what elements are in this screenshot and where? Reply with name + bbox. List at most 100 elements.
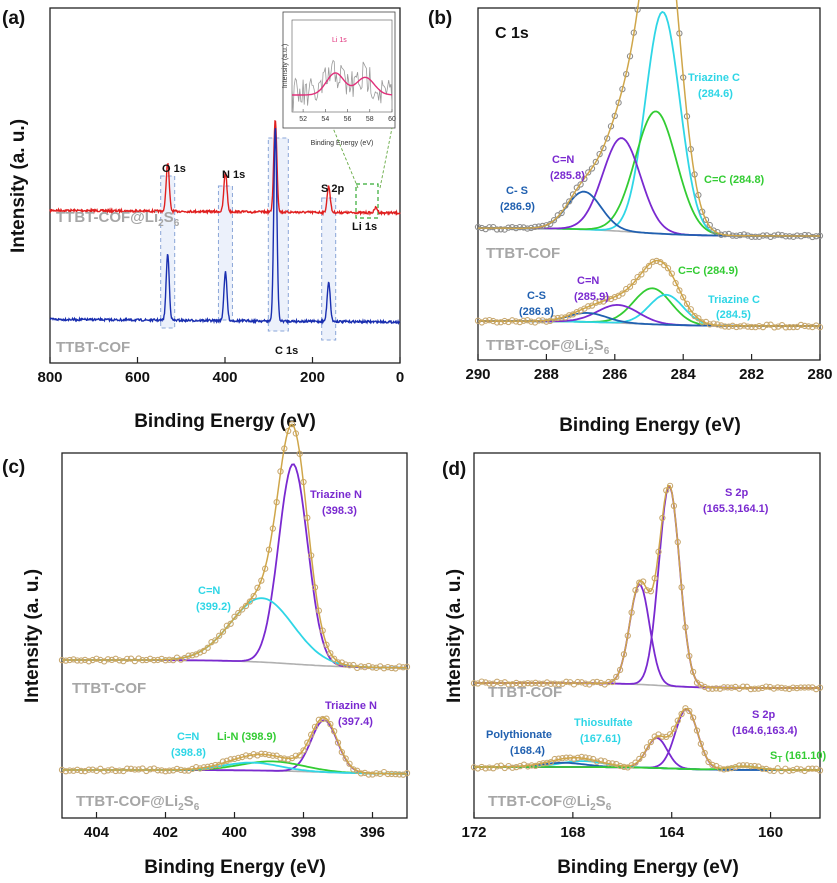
c-upper-data-point xyxy=(365,662,372,670)
b-lower-envelope-fit xyxy=(478,259,820,327)
c-upper-cn-value: (399.2) xyxy=(196,601,231,613)
c-upper-data-point xyxy=(250,592,257,600)
b-lower-data-point xyxy=(543,318,550,325)
panel-b-tag: (b) xyxy=(428,8,452,29)
c-lower-data-point xyxy=(101,768,108,775)
b-upper-cs-label: C- S xyxy=(506,185,528,197)
panel-c-spectra xyxy=(58,421,411,778)
b-upper-data-point xyxy=(752,233,759,240)
d-upper-data-point xyxy=(766,683,774,691)
inset-tick-label: 60 xyxy=(388,116,396,123)
b-lower-data-point xyxy=(664,265,672,272)
x-tick-label: 402 xyxy=(153,824,178,841)
b-lower-data-point xyxy=(649,258,656,265)
d-lower-s2p-label: S 2p xyxy=(752,709,776,721)
c-lower-data-point xyxy=(62,768,69,775)
d-upper-data-point xyxy=(747,685,754,693)
b-lower-data-point xyxy=(630,278,637,286)
spectrum-line-1 xyxy=(49,128,401,326)
c-upper-envelope-fit xyxy=(62,423,407,669)
c-upper-data-point xyxy=(396,663,403,670)
b-lower-data-point xyxy=(638,271,645,278)
b-lower-data-point xyxy=(790,323,797,331)
d-lower-envelope-fit xyxy=(474,707,820,771)
c-lower-data-point xyxy=(143,767,150,775)
c-upper-data-point xyxy=(403,663,411,670)
c-lower-lin-label: Li-N (398.9) xyxy=(217,731,277,743)
c-lower-cn-label: C=N xyxy=(177,731,199,743)
b-upper-data-point xyxy=(497,226,504,233)
b-upper-data-point xyxy=(778,231,786,239)
d-upper-data-point xyxy=(478,678,485,685)
x-tick-label: 288 xyxy=(534,366,559,383)
inset-fit-line xyxy=(292,72,393,96)
d-upper-data-point xyxy=(709,685,716,692)
c-upper-data-point xyxy=(231,613,238,620)
panel-d-tag: (d) xyxy=(442,459,466,480)
b-upper-data-point xyxy=(740,231,748,238)
b-upper-data-point xyxy=(790,233,797,240)
d-lower-data-point xyxy=(786,767,793,774)
sample-label-li2s6-c: TTBT-COF@Li2S6 xyxy=(76,793,200,813)
d-upper-data-point xyxy=(716,685,724,692)
d-lower-data-point xyxy=(743,762,751,769)
b-lower-data-point xyxy=(497,319,504,326)
d-upper-data-point xyxy=(763,683,770,690)
peak-label-s2p: S 2p xyxy=(321,183,345,195)
d-lower-data-point xyxy=(724,765,731,772)
d-lower-data-point xyxy=(570,755,578,762)
panel-a: (a) 800 600 400 200 0 Binding Energy (eV) In… xyxy=(2,7,404,432)
c-lower-data-point xyxy=(304,739,311,746)
b-lower-data-point xyxy=(478,319,485,326)
panel-d-x-label: Binding Energy (eV) xyxy=(557,857,739,878)
c-lower-data-point xyxy=(81,768,89,775)
x-tick-label: 172 xyxy=(461,824,486,841)
c-lower-data-point xyxy=(173,765,181,773)
d-lower-data-point xyxy=(632,759,639,766)
peak-label-n1s: N 1s xyxy=(222,169,245,181)
sample-label-cof-c: TTBT-COF xyxy=(72,680,146,697)
b-upper-data-point xyxy=(474,223,482,231)
panel-d-spectra xyxy=(470,482,824,775)
d-upper-s2p-label: S 2p xyxy=(725,487,749,499)
d-upper-data-point xyxy=(751,685,758,692)
b-upper-data-point xyxy=(775,231,782,238)
b-lower-data-point xyxy=(733,323,740,331)
d-upper-component-1 xyxy=(474,583,820,689)
d-lower-data-point xyxy=(693,727,701,734)
panel-c-x-label: Binding Energy (eV) xyxy=(144,857,326,878)
c-upper-data-point xyxy=(219,628,227,635)
b-upper-data-point xyxy=(566,198,573,205)
x-tick-label: 282 xyxy=(739,366,764,383)
panel-d: (d) 172 168 164 160 Binding Energy (eV) Int… xyxy=(442,452,827,878)
x-tick-label: 164 xyxy=(659,824,685,841)
d-lower-polythionate-value: (168.4) xyxy=(510,745,545,757)
inset-tick-label: 54 xyxy=(321,116,329,123)
b-lower-data-point xyxy=(642,266,649,273)
b-lower-data-point xyxy=(782,324,789,331)
b-upper-data-point xyxy=(581,175,588,183)
sample-label-cof-a: TTBT-COF xyxy=(56,339,130,356)
peak-label-c1s: C 1s xyxy=(275,345,298,357)
c-lower-data-point xyxy=(300,747,307,754)
c-upper-data-point xyxy=(216,632,223,639)
x-tick-label: 800 xyxy=(37,369,62,386)
c-upper-data-point xyxy=(212,637,219,644)
d-upper-data-point xyxy=(786,685,793,693)
b-lower-data-point xyxy=(493,319,501,326)
b-upper-data-point xyxy=(577,181,584,188)
b-lower-data-point xyxy=(695,315,702,322)
b-upper-data-point xyxy=(585,169,592,176)
c-lower-data-point xyxy=(78,767,85,775)
b-lower-data-point xyxy=(524,317,531,324)
d-lower-data-point xyxy=(686,707,693,715)
x-tick-label: 400 xyxy=(222,824,247,841)
d-lower-data-point xyxy=(474,765,481,772)
b-upper-data-point xyxy=(509,223,516,231)
c-upper-triazine-n-value: (398.3) xyxy=(322,505,357,517)
c-lower-data-point xyxy=(296,752,303,759)
c-upper-data-point xyxy=(112,655,119,662)
c-lower-data-point xyxy=(323,715,330,722)
b-lower-data-point xyxy=(752,324,759,331)
